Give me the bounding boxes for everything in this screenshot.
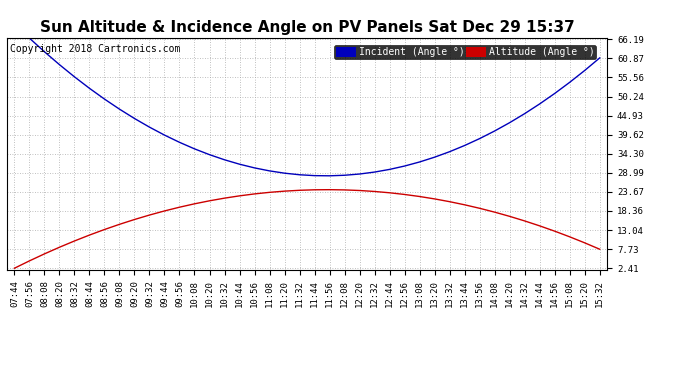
Legend: Incident (Angle °), Altitude (Angle °): Incident (Angle °), Altitude (Angle °) — [334, 45, 596, 59]
Text: Copyright 2018 Cartronics.com: Copyright 2018 Cartronics.com — [10, 45, 180, 54]
Title: Sun Altitude & Incidence Angle on PV Panels Sat Dec 29 15:37: Sun Altitude & Incidence Angle on PV Pan… — [40, 20, 574, 35]
